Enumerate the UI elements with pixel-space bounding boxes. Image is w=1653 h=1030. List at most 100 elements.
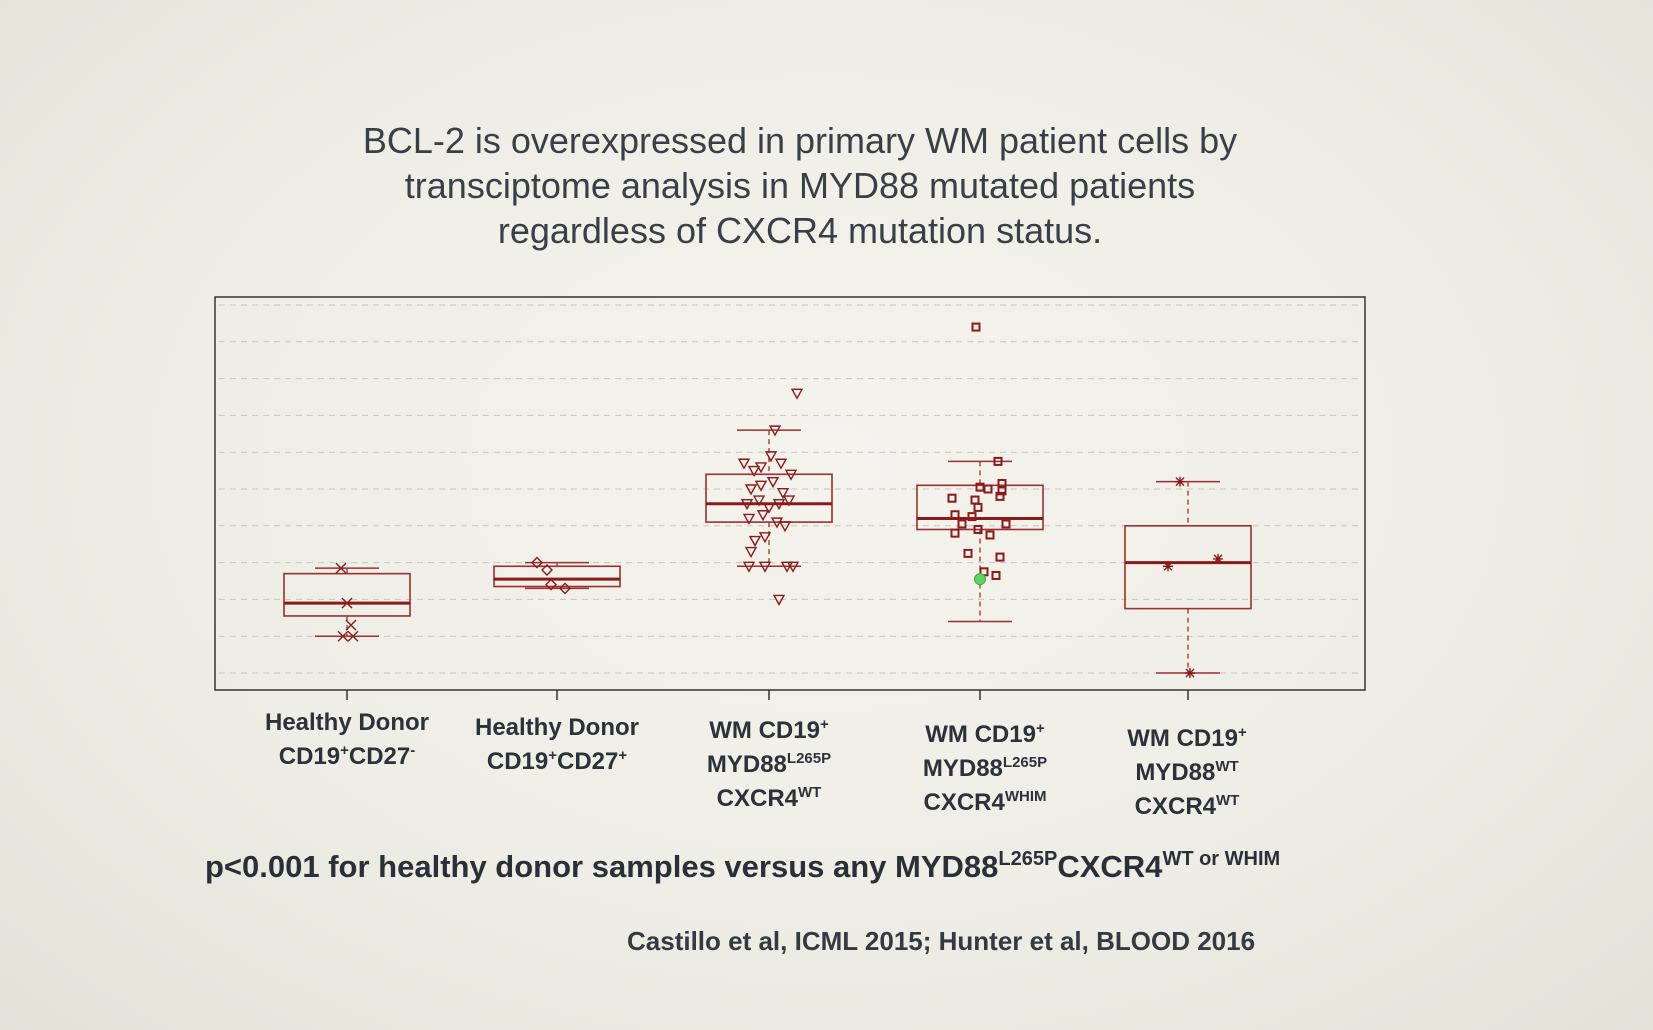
data-point — [740, 499, 754, 511]
category-label-line: WM CD19+ — [1077, 722, 1297, 756]
data-point — [772, 594, 786, 606]
label-text: MYD88 — [1135, 759, 1216, 786]
label-text: CD27 — [557, 748, 619, 775]
label-text: WM CD19 — [1127, 725, 1238, 752]
pvalue-suffix: or WHIM — [1193, 848, 1281, 870]
label-superscript: + — [548, 747, 557, 764]
title-line-1: BCL-2 is overexpressed in primary WM pat… — [362, 120, 1238, 161]
data-point — [971, 322, 981, 332]
data-point — [768, 425, 782, 437]
category-label-1: Healthy Donor CD19+CD27- — [237, 706, 457, 774]
data-point — [776, 487, 790, 500]
category-label-line: MYD88L265P — [659, 748, 879, 782]
data-point — [780, 561, 794, 573]
category-label-line: CD19+CD27- — [237, 740, 457, 774]
data-point — [985, 530, 995, 540]
category-label-line: CXCR4WT — [659, 782, 879, 816]
label-text: MYD88 — [922, 755, 1003, 782]
box-group-1 — [283, 562, 411, 642]
label-text: WM CD19 — [709, 717, 820, 744]
category-label-2: Healthy Donor CD19+CD27+ — [447, 711, 667, 779]
data-point — [758, 561, 772, 573]
category-label-line: MYD88WT — [1077, 756, 1297, 790]
data-point — [345, 619, 357, 631]
label-text: CD27 — [348, 743, 411, 770]
data-point — [1001, 519, 1011, 529]
data-point — [545, 578, 557, 591]
label-text: MYD88 — [706, 751, 787, 778]
label-text: Healthy Donor — [474, 714, 639, 741]
data-point — [995, 491, 1005, 501]
data-point — [758, 532, 772, 544]
citation: Castillo et al, ICML 2015; Hunter et al,… — [627, 926, 1256, 956]
label-superscript: L265P — [786, 750, 832, 767]
highlight-point — [974, 573, 986, 586]
data-point — [754, 480, 768, 492]
category-label-line: MYD88L265P — [875, 752, 1095, 786]
category-label-line: CXCR4WHIM — [875, 786, 1095, 820]
pvalue-sup-wt: WT — [1162, 848, 1194, 870]
data-point — [754, 462, 768, 474]
data-point — [559, 582, 571, 595]
data-point — [1175, 476, 1185, 487]
data-point — [947, 493, 957, 503]
data-point — [772, 499, 786, 511]
box-iqr — [493, 565, 621, 588]
category-label-line: WM CD19+ — [875, 718, 1095, 752]
data-point — [752, 495, 766, 507]
label-superscript: WT — [1215, 758, 1239, 775]
category-label-line: Healthy Donor — [237, 706, 457, 740]
data-point — [782, 495, 796, 507]
data-point — [790, 388, 804, 400]
label-superscript: + — [1237, 724, 1247, 741]
title-line-3: regardless of CXCR4 mutation status. — [497, 210, 1103, 251]
title-line-2: transciptome analysis in MYD88 mutated p… — [404, 165, 1196, 206]
label-superscript: + — [340, 742, 349, 759]
data-point — [997, 478, 1007, 488]
pvalue-cxcr4: CXCR4 — [1057, 849, 1163, 884]
plot-frame — [214, 296, 1366, 691]
category-label-line: CXCR4WT — [1077, 790, 1297, 824]
data-point — [337, 630, 349, 642]
label-superscript: + — [819, 716, 829, 733]
category-label-3: WM CD19+ MYD88L265P CXCR4WT — [659, 714, 879, 816]
data-point — [774, 458, 788, 470]
box-iqr — [1124, 524, 1252, 610]
label-text: CD19 — [486, 748, 549, 775]
data-point — [742, 513, 756, 525]
data-point — [991, 570, 1001, 580]
data-point — [973, 502, 983, 512]
data-point — [1163, 561, 1173, 572]
box-iqr — [705, 473, 833, 523]
data-point — [995, 552, 1005, 562]
pvalue-sup-l265p: L265P — [998, 848, 1058, 870]
label-superscript: - — [410, 742, 416, 759]
label-superscript: WT — [798, 784, 822, 801]
box-iqr — [916, 484, 1044, 531]
category-label-line: CD19+CD27+ — [447, 745, 667, 779]
label-text: CXCR4 — [923, 789, 1005, 816]
box-iqr — [283, 572, 411, 617]
label-text: WM CD19 — [925, 721, 1036, 748]
label-superscript: WHIM — [1004, 788, 1047, 805]
category-label-4: WM CD19+ MYD88L265P CXCR4WHIM — [875, 718, 1095, 820]
data-point — [341, 597, 353, 609]
box-group-5 — [1124, 476, 1252, 678]
category-label-line: WM CD19+ — [659, 714, 879, 748]
data-point — [756, 510, 770, 522]
data-point — [764, 451, 778, 463]
data-point — [778, 521, 792, 533]
data-point — [993, 456, 1003, 466]
data-point — [957, 519, 967, 529]
data-point — [963, 548, 973, 558]
data-point — [347, 630, 359, 642]
data-point — [335, 562, 347, 574]
box-group-2 — [493, 556, 621, 595]
category-label-line: Healthy Donor — [447, 711, 667, 745]
data-point — [983, 484, 993, 494]
data-point — [950, 510, 960, 520]
data-point — [742, 561, 756, 573]
data-point — [786, 561, 800, 573]
category-label-5: WM CD19+ MYD88WT CXCR4WT — [1077, 722, 1297, 824]
